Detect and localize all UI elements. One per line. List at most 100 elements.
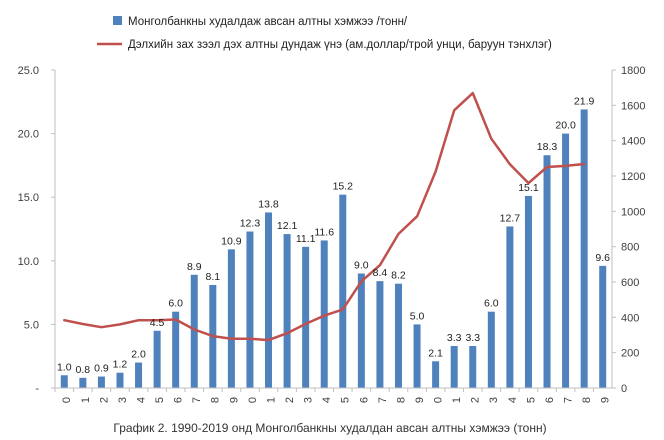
bar — [599, 265, 607, 388]
bar-data-label: 8.4 — [373, 267, 388, 279]
x-tick-label: 4 — [135, 397, 147, 403]
legend: Монголбанкны худалдаж авсан алтны хэмжээ… — [97, 16, 552, 51]
bar — [413, 324, 421, 388]
bar-data-label: 21.9 — [574, 95, 595, 107]
right-tick-label: 1200 — [621, 171, 645, 183]
right-tick-label: 800 — [621, 242, 639, 254]
right-tick-label: 600 — [621, 277, 639, 289]
x-tick-label: 3 — [117, 397, 129, 403]
bar-data-label: 0.8 — [76, 364, 91, 376]
chart-caption: График 2. 1990-2019 онд Монголбанкны худ… — [113, 421, 546, 435]
right-tick-label: 400 — [621, 312, 639, 324]
bar — [562, 133, 570, 388]
x-tick-label: 5 — [154, 397, 166, 403]
x-tick-label: 0 — [433, 397, 445, 403]
bar-data-label: 1.2 — [113, 359, 128, 371]
left-tick-label: 20.0 — [18, 129, 39, 141]
bar-data-label: 12.7 — [500, 212, 521, 224]
left-tick-label: 15.0 — [18, 192, 39, 204]
x-tick-label: 0 — [247, 397, 259, 403]
left-axis: - 5.0 10.0 15.0 20.0 25.0 — [18, 65, 56, 395]
x-tick-label: 8 — [581, 397, 593, 403]
bar — [580, 109, 588, 388]
bar — [135, 362, 143, 388]
legend-bar-label: Монголбанкны худалдаж авсан алтны хэмжээ… — [128, 16, 408, 28]
left-tick-label: - — [35, 383, 39, 395]
x-tick-label: 8 — [395, 397, 407, 403]
bar — [79, 377, 87, 388]
bar-data-label: 6.0 — [484, 298, 499, 310]
bar-data-label: 8.2 — [391, 270, 406, 282]
left-tick-label: 10.0 — [18, 256, 39, 268]
x-tick-label: 6 — [544, 397, 556, 403]
bar — [524, 195, 532, 388]
x-tick-label: 7 — [377, 397, 389, 403]
right-axis: 0 200 400 600 800 1000 1200 1400 1600 1800 — [611, 65, 645, 395]
right-tick-label: 1600 — [621, 100, 645, 112]
bar — [450, 346, 458, 388]
bar — [432, 361, 440, 388]
x-tick-label: 1 — [80, 397, 92, 403]
bar — [172, 311, 180, 388]
x-tick-label: 4 — [507, 397, 519, 403]
bar-data-label: 2.0 — [131, 349, 146, 361]
bar-series — [60, 109, 607, 388]
bar — [487, 311, 495, 388]
bar-data-label: 13.8 — [258, 198, 279, 210]
bar-data-label: 15.1 — [518, 182, 539, 194]
bar — [97, 376, 105, 388]
bar — [339, 194, 347, 388]
x-tick-label: 7 — [191, 397, 203, 403]
x-tick-label: 0 — [61, 397, 73, 403]
x-tick-label: 1 — [265, 397, 277, 403]
bar — [227, 249, 235, 388]
bar-data-label: 12.1 — [277, 220, 298, 232]
bar — [506, 226, 514, 388]
bar — [357, 273, 365, 388]
bar-data-label: 2.1 — [428, 347, 443, 359]
x-tick-label: 5 — [525, 397, 537, 403]
bar-data-label: 6.0 — [168, 298, 183, 310]
bar-data-label: 5.0 — [410, 310, 425, 322]
bar — [265, 212, 273, 388]
legend-line-label: Дэлхийн зах зээл дэх алтны дундаж үнэ (а… — [128, 39, 552, 51]
x-tick-label: 8 — [210, 397, 222, 403]
bar-data-label: 1.0 — [57, 361, 72, 373]
x-tick-label: 6 — [358, 397, 370, 403]
x-tick-label: 4 — [321, 397, 333, 403]
right-tick-label: 0 — [621, 383, 627, 395]
bar-data-label: 10.9 — [221, 235, 242, 247]
bar — [469, 346, 477, 388]
bar — [153, 330, 161, 388]
x-tick-label: 1 — [451, 397, 463, 403]
bar-data-label: 3.3 — [465, 332, 480, 344]
bar-data-label: 20.0 — [555, 120, 576, 132]
bar — [116, 372, 124, 388]
gold-price-line — [63, 91, 586, 342]
bar — [190, 274, 198, 388]
bar-data-label: 8.9 — [187, 261, 202, 273]
left-tick-label: 25.0 — [18, 65, 39, 77]
x-tick-label: 6 — [173, 397, 185, 403]
bar-data-label: 3.3 — [447, 332, 462, 344]
line-series — [63, 91, 586, 342]
bar — [394, 283, 402, 388]
bar-data-label: 0.9 — [94, 363, 109, 375]
x-tick-label: 5 — [340, 397, 352, 403]
x-tick-label: 7 — [562, 397, 574, 403]
bar-data-label: 11.6 — [314, 226, 334, 238]
x-tick-label: 3 — [488, 397, 500, 403]
bar-data-label: 12.3 — [240, 218, 261, 230]
bar-data-label: 9.0 — [354, 260, 369, 272]
bar-data-label: 18.3 — [537, 141, 558, 153]
bar — [376, 281, 384, 388]
bar-data-label: 4.5 — [150, 317, 165, 329]
bar — [543, 155, 551, 388]
x-tick-label: 2 — [98, 397, 110, 403]
bar — [302, 246, 310, 388]
right-tick-label: 1000 — [621, 206, 645, 218]
bar — [320, 240, 328, 388]
bar — [283, 234, 291, 388]
